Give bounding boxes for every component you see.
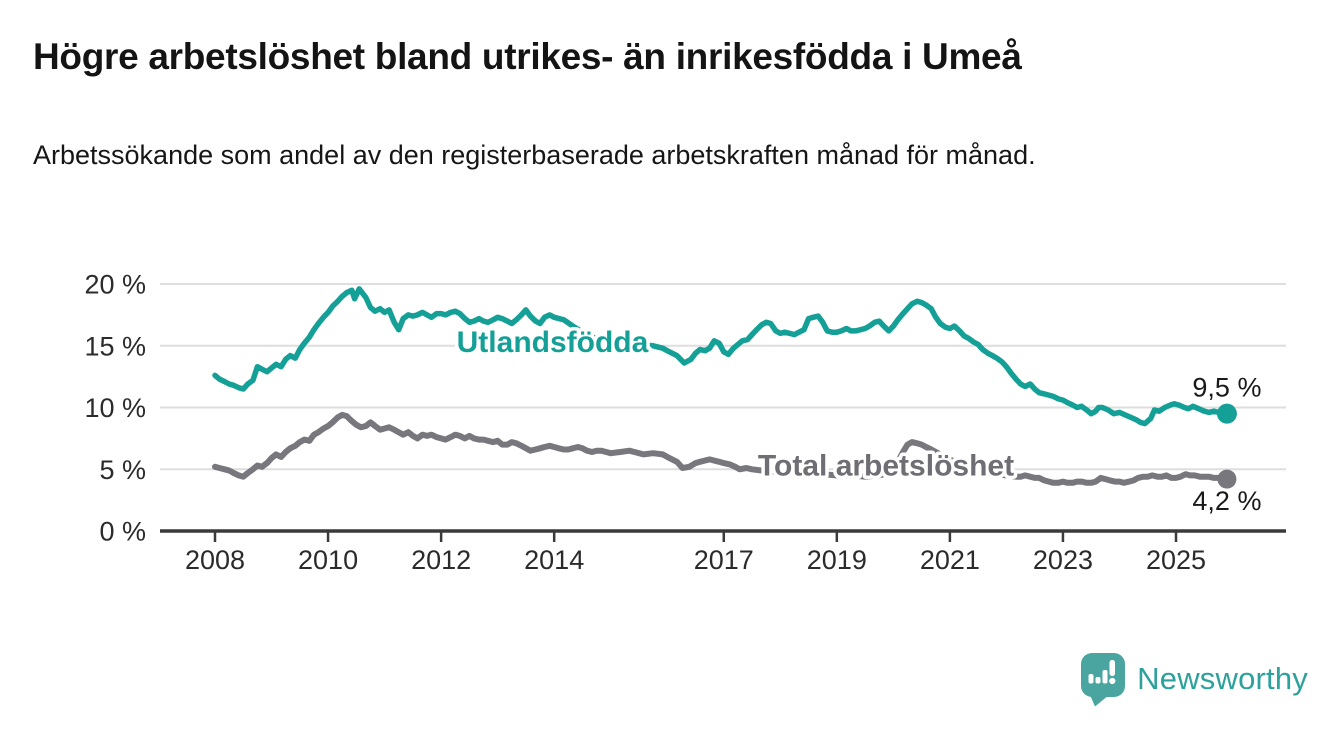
x-axis-tick-label: 2010 [298,545,358,575]
x-axis-tick-label: 2014 [524,545,584,575]
newsworthy-logo: Newsworthy [1080,651,1308,707]
series-label: Utlandsfödda [457,326,649,359]
chart-subtitle: Arbetssökande som andel av den registerb… [33,140,1036,170]
y-axis-tick-label: 0 % [99,517,146,547]
x-axis-tick-label: 2021 [920,545,980,575]
x-axis-tick-label: 2023 [1033,545,1093,575]
series-line-utlandsfodda [212,286,1226,427]
series-end-dot [1216,403,1237,424]
y-axis-tick-label: 15 % [84,331,146,361]
series-end-dot [1217,469,1237,489]
series-line-total [212,411,1226,486]
series-label: Total arbetslöshet [758,449,1014,482]
page-title: Högre arbetslöshet bland utrikes- än inr… [33,36,1022,77]
y-axis-tick-label: 20 % [84,270,146,300]
end-value-label: 4,2 % [1192,486,1261,516]
x-axis-tick-label: 2012 [411,545,471,575]
newsworthy-icon [1081,653,1126,707]
y-axis-tick-label: 10 % [84,393,146,423]
x-axis-tick-label: 2025 [1146,545,1206,575]
end-value-label: 9,5 % [1192,373,1261,403]
x-axis-tick-label: 2008 [185,545,245,575]
x-axis-tick-label: 2019 [807,545,867,575]
x-axis-tick-label: 2017 [694,545,754,575]
y-axis-tick-label: 5 % [99,455,146,485]
newsworthy-wordmark: Newsworthy [1137,661,1308,696]
